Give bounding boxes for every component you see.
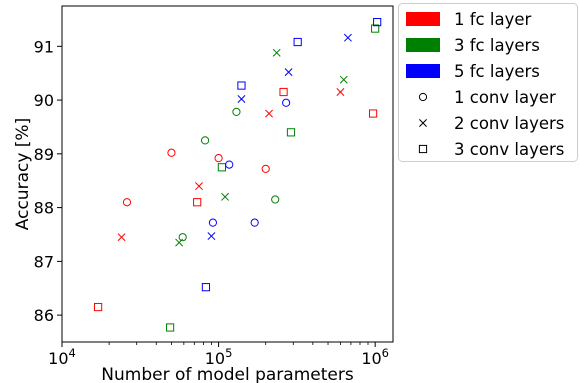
data-point-5fc-1conv-1	[208, 218, 218, 227]
data-point-3fc-2conv-4	[339, 75, 348, 84]
data-point-1fc-1conv-4	[261, 164, 270, 173]
data-point-5fc-1conv-3	[250, 218, 259, 227]
x-axis-label: Number of model parameters	[101, 365, 354, 383]
data-point-5fc-1conv-2	[225, 160, 234, 169]
data-point-3fc-1conv-1	[178, 233, 187, 242]
x-marker-stroke	[284, 68, 293, 77]
x-marker-stroke	[195, 182, 203, 191]
x-marker-stroke	[117, 233, 126, 242]
x-tick-base: 10	[361, 349, 381, 368]
data-point-1fc-2conv-1	[117, 233, 126, 242]
legend-label: 3 conv layers	[454, 140, 564, 159]
y-tick-label: 86	[34, 306, 54, 325]
legend-label: 1 conv layer	[454, 88, 556, 107]
legend-box	[398, 3, 578, 162]
plot-frame	[61, 5, 394, 343]
legend-label: 3 fc layers	[454, 36, 540, 55]
x-marker-stroke	[237, 95, 246, 103]
data-point-5fc-3conv-4	[373, 18, 382, 27]
legend: 1 fc layer 3 fc layers 5 fc layers 1 conv l…	[398, 3, 578, 162]
data-point-3fc-3conv-4	[371, 24, 380, 33]
data-point-3fc-3conv-2	[217, 163, 226, 172]
data-point-3fc-3conv-1	[165, 323, 175, 332]
x-tick-label: 104	[48, 346, 76, 368]
x-marker-stroke	[336, 88, 345, 96]
legend-swatch-3fc	[406, 38, 440, 52]
data-point-1fc-3conv-1	[93, 302, 103, 312]
data-point-1fc-2conv-4	[336, 88, 345, 96]
data-point-1fc-1conv-1	[122, 198, 132, 207]
data-point-3fc-2conv-1	[175, 238, 184, 247]
data-point-3fc-2conv-3	[272, 48, 281, 57]
x-marker-stroke	[265, 109, 273, 118]
y-tick-label: 87	[34, 252, 54, 271]
x-tick-label: 105	[205, 346, 233, 368]
x-marker-stroke	[339, 75, 348, 84]
x-marker-stroke	[221, 192, 230, 201]
legend-swatch-5fc	[406, 64, 440, 78]
data-point-5fc-2conv-1	[207, 232, 216, 241]
data-point-1fc-3conv-4	[368, 109, 378, 118]
x-marker-stroke	[207, 232, 216, 241]
data-point-5fc-1conv-4	[282, 98, 291, 107]
data-point-5fc-3conv-1	[201, 283, 211, 292]
plot-area	[93, 18, 382, 332]
x-marker-stroke	[175, 238, 184, 247]
legend-swatch-1fc	[406, 12, 440, 26]
data-point-3fc-2conv-2	[221, 192, 230, 201]
x-tick-exponent: 6	[382, 346, 389, 360]
y-tick-label: 88	[34, 199, 54, 218]
legend-circle-icon	[418, 92, 428, 102]
x-tick-label: 106	[361, 346, 389, 368]
y-axis-label: Accuracy [%]	[13, 118, 33, 230]
x-tick-base: 10	[205, 349, 225, 368]
data-point-1fc-1conv-3	[214, 154, 223, 163]
legend-label: 1 fc layer	[454, 10, 531, 29]
y-tick-label: 90	[34, 91, 54, 110]
data-point-5fc-3conv-2	[237, 81, 246, 90]
legend-label: 5 fc layers	[454, 62, 540, 81]
legend-label: 2 conv layers	[454, 114, 564, 133]
data-point-5fc-2conv-2	[237, 95, 246, 103]
data-point-1fc-3conv-3	[279, 87, 288, 97]
data-point-3fc-1conv-2	[200, 136, 210, 145]
data-point-1fc-3conv-2	[193, 198, 202, 207]
data-point-1fc-2conv-2	[195, 182, 203, 191]
data-point-3fc-1conv-4	[271, 195, 280, 204]
x-marker-stroke	[419, 119, 427, 127]
data-point-3fc-3conv-3	[286, 128, 296, 137]
x-marker-stroke	[272, 48, 281, 57]
x-marker-stroke	[343, 33, 352, 42]
data-point-1fc-2conv-3	[265, 109, 273, 118]
data-point-5fc-3conv-3	[293, 37, 302, 47]
legend-square-icon	[418, 144, 428, 154]
x-tick-base: 10	[48, 349, 68, 368]
data-point-5fc-2conv-3	[284, 68, 293, 77]
x-tick-exponent: 4	[69, 346, 76, 360]
y-tick-label: 91	[34, 37, 54, 56]
y-tick-label: 89	[34, 145, 54, 164]
data-point-1fc-1conv-2	[167, 148, 176, 157]
x-tick-exponent: 5	[225, 346, 232, 360]
legend-x-icon	[419, 119, 427, 127]
data-point-3fc-1conv-3	[232, 107, 241, 117]
data-point-5fc-2conv-4	[343, 33, 352, 42]
